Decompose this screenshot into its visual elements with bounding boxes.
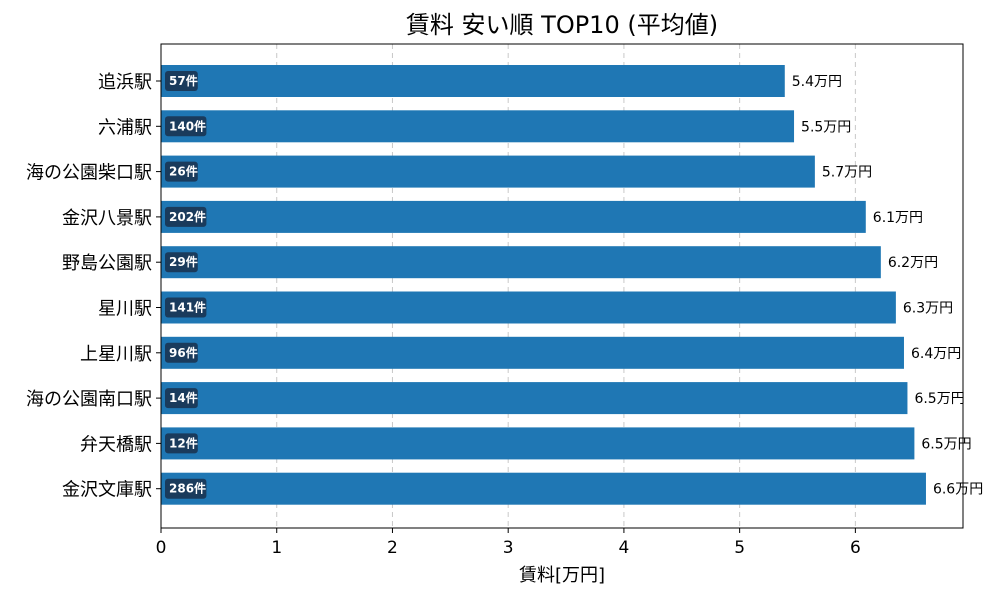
x-axis-ticks: 0 1 2 3 4 5 6 (156, 528, 861, 558)
x-tick-label: 6 (850, 538, 861, 558)
count-label: 141件 (169, 300, 206, 315)
plot-frame (160, 43, 964, 529)
y-tick-label: 上星川駅 (80, 344, 152, 365)
count-badge (165, 71, 198, 91)
bar (161, 110, 795, 143)
y-tick-label: 海の公園柴口駅 (26, 163, 152, 184)
y-tick-label: 追浜駅 (98, 72, 152, 93)
x-axis-label: 賃料[万円] (519, 565, 605, 586)
y-tick-label: 弁天橋駅 (80, 434, 152, 455)
count-label: 14件 (169, 390, 198, 405)
count-badge (165, 252, 198, 273)
count-label: 29件 (169, 254, 198, 269)
bar (161, 155, 815, 188)
count-badge (165, 388, 198, 409)
chart-title: 賃料 安い順 TOP10 (平均値) (406, 11, 718, 39)
count-label: 140件 (169, 118, 206, 133)
value-label: 5.5万円 (801, 119, 851, 135)
bar (161, 246, 881, 279)
y-tick-label: 野島公園駅 (62, 253, 152, 274)
x-tick-label: 5 (734, 538, 745, 558)
count-label: 26件 (169, 164, 198, 179)
bar (161, 472, 926, 505)
y-tick-label: 金沢八景駅 (62, 208, 152, 229)
y-tick-label: 六浦駅 (98, 117, 152, 138)
bars: 57件 5.4万円 140件 5.5万円 26件 5.7万円 202件 6.1万円 29件 6.2… (161, 65, 983, 505)
count-badge (165, 342, 198, 363)
x-tick-label: 3 (503, 538, 514, 558)
bar (161, 382, 908, 415)
value-label: 6.6万円 (933, 482, 983, 498)
bar (161, 427, 915, 460)
count-badge (165, 161, 198, 182)
count-label: 202件 (169, 209, 206, 224)
value-label: 6.2万円 (888, 255, 938, 271)
y-tick-label: 星川駅 (98, 299, 152, 320)
x-tick-label: 4 (619, 538, 630, 558)
y-tick-label: 海の公園南口駅 (26, 389, 152, 410)
value-label: 6.5万円 (921, 436, 971, 452)
x-tick-label: 0 (156, 538, 167, 558)
bar (161, 336, 904, 369)
bar (161, 291, 896, 324)
value-label: 6.5万円 (914, 391, 964, 407)
count-badge (165, 206, 207, 227)
y-axis-ticks: 追浜駅六浦駅海の公園柴口駅金沢八景駅野島公園駅星川駅上星川駅海の公園南口駅弁天橋… (26, 72, 161, 501)
value-label: 5.4万円 (792, 74, 842, 90)
count-label: 57件 (169, 73, 198, 88)
count-badge (165, 433, 198, 454)
count-badge (165, 478, 207, 499)
count-label: 96件 (169, 345, 198, 360)
count-label: 286件 (169, 481, 206, 496)
bar (161, 65, 785, 97)
x-tick-label: 2 (387, 538, 398, 558)
value-label: 6.3万円 (903, 301, 953, 317)
value-label: 5.7万円 (822, 165, 872, 181)
value-label: 6.1万円 (873, 210, 923, 226)
value-label: 6.4万円 (911, 346, 961, 362)
count-badge (165, 297, 207, 318)
bar (161, 200, 866, 233)
count-badge (165, 116, 207, 137)
count-label: 12件 (169, 435, 198, 450)
y-tick-label: 金沢文庫駅 (62, 480, 152, 501)
x-tick-label: 1 (271, 538, 282, 558)
